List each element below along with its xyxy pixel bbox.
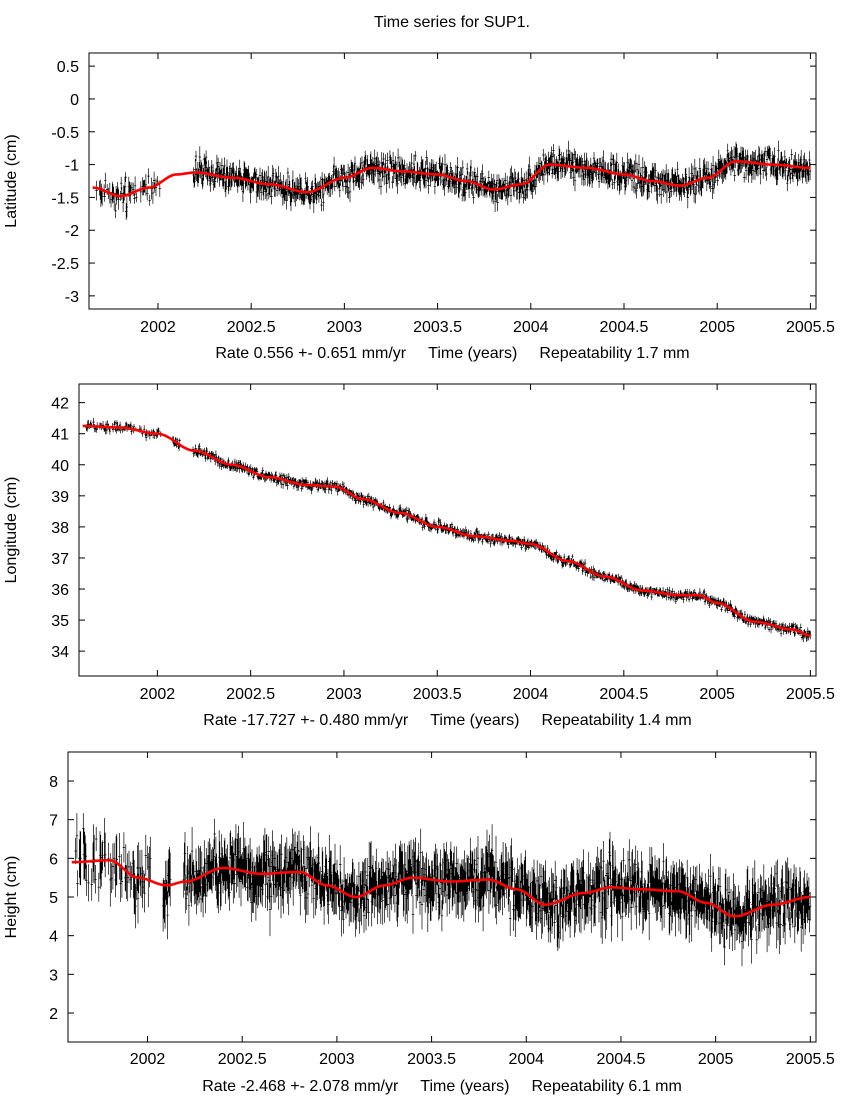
x-tick-label: 2004.5 xyxy=(600,319,649,336)
y-tick-label: 40 xyxy=(51,458,69,475)
y-tick-label: 41 xyxy=(51,427,69,444)
x-tick-label: 2003 xyxy=(326,686,362,703)
y-tick-label: 7 xyxy=(49,813,58,830)
chart-panel-1: 0.5 0 -0.5 -1 -1.5 -2 -2.5 -3 2002 2002.5 2003 2003… xyxy=(3,52,835,362)
x-tick-label: 2004 xyxy=(508,1051,544,1068)
x-tick-label: 2004.5 xyxy=(596,1051,645,1068)
x-tick-label: 2002.5 xyxy=(227,319,276,336)
x-tick-label: 2002 xyxy=(130,1051,166,1068)
y-tick-label: 6 xyxy=(49,851,58,868)
x-tick-label: 2003.5 xyxy=(413,686,462,703)
x-axis-label: Time (years) xyxy=(430,712,519,729)
observation-error-bars xyxy=(74,813,812,967)
fit-curve xyxy=(92,160,811,198)
x-tick-label: 2002 xyxy=(140,319,176,336)
repeatability-text: Repeatability 6.1 mm xyxy=(531,1078,681,1095)
y-axis-label: Longitude (cm) xyxy=(3,477,20,584)
x-axis-label: Time (years) xyxy=(428,345,517,362)
x-axis-label: Time (years) xyxy=(420,1078,509,1095)
x-tick-label: 2005 xyxy=(699,319,735,336)
x-tick-label: 2003.5 xyxy=(413,319,462,336)
y-tick-label: 8 xyxy=(49,774,58,791)
page-title: Time series for SUP1. xyxy=(374,14,530,31)
x-tick-label: 2004 xyxy=(513,686,549,703)
repeatability-text: Repeatability 1.7 mm xyxy=(539,345,689,362)
y-tick-label: 5 xyxy=(49,890,58,907)
x-axis-footer: Rate 0.556 +- 0.651 mm/yr Time (years) Rep… xyxy=(215,345,689,362)
y-tick-label: 3 xyxy=(49,967,58,984)
x-tick-label: 2005.5 xyxy=(786,319,835,336)
y-tick-label: -3 xyxy=(65,289,79,306)
y-tick-label: -1 xyxy=(65,158,79,175)
x-tick-label: 2005 xyxy=(699,686,735,703)
x-tick-label: 2005.5 xyxy=(786,686,835,703)
x-axis-footer: Rate -2.468 +- 2.078 mm/yr Time (years) Re… xyxy=(202,1078,682,1095)
y-tick-label: 37 xyxy=(51,551,69,568)
y-tick-label: 35 xyxy=(51,613,69,630)
x-tick-label: 2004.5 xyxy=(599,686,648,703)
y-tick-label: -2.5 xyxy=(51,256,79,273)
plot-frame xyxy=(88,52,817,310)
observation-points xyxy=(95,140,812,220)
y-tick-label: -1.5 xyxy=(51,190,79,207)
x-tick-label: 2002.5 xyxy=(218,1051,267,1068)
y-tick-label: -0.5 xyxy=(51,125,79,142)
y-tick-label: 36 xyxy=(51,582,69,599)
rate-text: Rate -2.468 +- 2.078 mm/yr xyxy=(202,1078,399,1095)
chart-panel-3: 8 7 6 5 4 3 2 2002 2002.5 2003 2003.5 2004 2004.5 200… xyxy=(3,751,835,1095)
y-tick-label: 39 xyxy=(51,489,69,506)
fit-curve xyxy=(71,859,811,918)
y-tick-label: 4 xyxy=(49,929,58,946)
repeatability-text: Repeatability 1.4 mm xyxy=(541,712,691,729)
x-tick-label: 2004 xyxy=(513,319,549,336)
y-tick-label: -2 xyxy=(65,223,79,240)
y-tick-label: 2 xyxy=(49,1006,58,1023)
x-tick-label: 2002 xyxy=(140,686,176,703)
chart-panel-2: 42 41 40 39 38 37 36 35 34 2002 2002.5 2003 2003.5 20… xyxy=(3,383,835,729)
x-tick-label: 2003 xyxy=(319,1051,355,1068)
y-axis-label: Latitude (cm) xyxy=(3,134,20,227)
observation-error-bars xyxy=(95,140,812,220)
fit-curve xyxy=(82,424,811,637)
x-tick-label: 2003 xyxy=(327,319,363,336)
y-tick-label: 38 xyxy=(51,520,69,537)
y-tick-label: 0 xyxy=(70,92,79,109)
y-tick-label: 34 xyxy=(51,644,69,661)
rate-text: Rate 0.556 +- 0.651 mm/yr xyxy=(215,345,406,362)
x-tick-label: 2002.5 xyxy=(226,686,275,703)
plot-frame xyxy=(78,383,817,677)
y-axis-label: Height (cm) xyxy=(3,856,20,939)
x-tick-label: 2005 xyxy=(698,1051,734,1068)
observation-points xyxy=(74,813,812,967)
y-tick-label: 0.5 xyxy=(57,59,79,76)
y-tick-label: 42 xyxy=(51,396,69,413)
rate-text: Rate -17.727 +- 0.480 mm/yr xyxy=(203,712,409,729)
x-tick-label: 2005.5 xyxy=(786,1051,835,1068)
x-tick-label: 2003.5 xyxy=(407,1051,456,1068)
x-axis-footer: Rate -17.727 +- 0.480 mm/yr Time (years) R… xyxy=(203,712,691,729)
